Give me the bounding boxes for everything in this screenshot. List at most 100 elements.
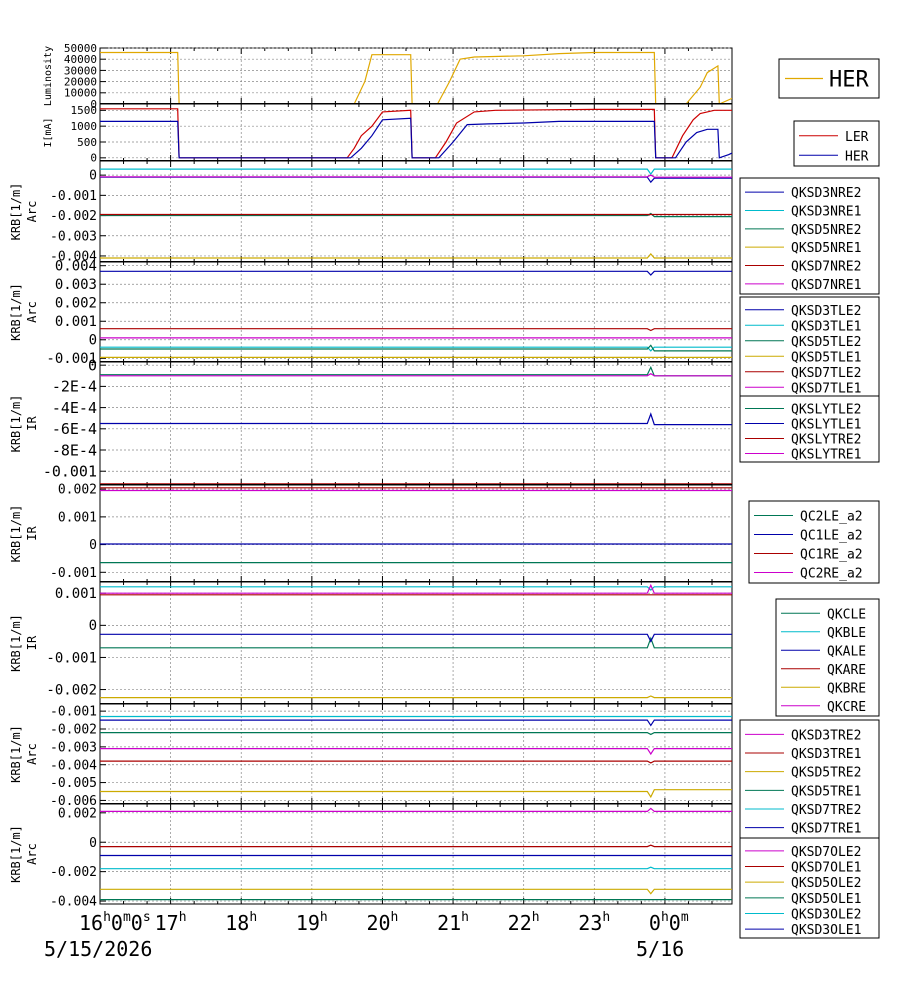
y-tick-label: 1000: [71, 120, 98, 133]
legend-label: QKARE: [827, 663, 866, 678]
y-tick-label: 20000: [64, 75, 97, 88]
y-tick-label: 0.004: [55, 259, 97, 275]
panel-2: 0 -0.001 -0.002 -0.003 -0.004 KRB[1/m] Arc: [9, 160, 733, 264]
series-line-QKSD7NRE1: [100, 174, 732, 178]
panel-6: 0.001 0 -0.001 -0.002 KRB[1/m] IR: [9, 581, 733, 705]
x-tick-hour: 0: [649, 911, 661, 935]
legend-label: QKSD5TRE1: [791, 784, 861, 799]
legend-label: LER: [845, 130, 869, 145]
legend-box: [739, 296, 880, 397]
y-tick-label: 0: [88, 356, 97, 374]
y-tick-label: -4E-4: [52, 399, 97, 417]
y-tick-label: -0.004: [50, 249, 97, 264]
series-line-QKSD5NRE2: [100, 212, 732, 218]
x-tick-hour: 18: [225, 911, 249, 935]
y-axis-label: Luminosity: [43, 46, 54, 106]
legend-label: QKCLE: [827, 607, 866, 622]
y-tick-label: 1500: [71, 104, 98, 117]
y-axis-label-2: IR: [25, 416, 39, 431]
y-tick-label: -0.002: [50, 865, 97, 880]
x-tick-hour: 20: [366, 911, 390, 935]
series-line-QKSD7OLE1: [100, 844, 732, 848]
panel-frame: [99, 581, 733, 705]
legend-label: QKSD7TRE1: [791, 822, 861, 837]
y-tick-label: -2E-4: [52, 378, 97, 396]
legend-label: HER: [845, 149, 869, 164]
y-axis-label-2: IR: [25, 526, 39, 541]
legend-label: QKSD7TRE2: [791, 803, 861, 818]
legend-label: QKSD3OLE1: [791, 923, 861, 938]
series-line-QKSD3OLE2: [100, 866, 732, 870]
legend-label: QKSD3TRE1: [791, 747, 861, 762]
x-tick-hour: 21: [437, 911, 461, 935]
panel-4: 0 -2E-4 -4E-4 -6E-4 -8E-4 -0.001 KRB[1/m] IR: [9, 356, 733, 486]
legend-label: QC2RE_a2: [800, 567, 863, 582]
y-tick-label: -0.001: [46, 650, 97, 666]
y-tick-label: 0.003: [55, 277, 97, 293]
x-tick-label: 21h: [437, 910, 469, 935]
y-tick-label: -0.003: [50, 740, 97, 755]
y-tick-label: -6E-4: [52, 420, 97, 438]
legend-label: QKSD5TLE2: [791, 335, 861, 350]
legend-label: QKSD3NRE1: [791, 205, 861, 220]
x-tick-label: 19h: [296, 910, 328, 935]
y-tick-label: 0: [89, 618, 97, 634]
y-axis-label-2: Arc: [25, 201, 39, 223]
legend-label: QKSLYTLE1: [791, 418, 861, 433]
legend-5: QC2LE_a2 QC1LE_a2 QC1RE_a2 QC2RE_a2: [748, 500, 880, 584]
start-date-label: 5/15/2026: [44, 937, 152, 961]
panel-frame: [99, 484, 733, 583]
legend-label: QKSD3OLE2: [791, 908, 861, 923]
y-tick-label: -0.002: [50, 723, 97, 738]
series-line-QKSD3TLE1: [100, 346, 732, 352]
y-tick-label: -0.001: [43, 462, 97, 480]
x-tick-unit: h: [103, 910, 111, 925]
x-tick-unit: h: [661, 910, 669, 925]
series-line-QKSLYTLE1: [100, 412, 732, 426]
y-tick-label: -0.001: [50, 189, 97, 204]
y-tick-label: 10000: [64, 87, 97, 100]
series-line-QKCRE: [100, 583, 732, 594]
legend-box: [793, 120, 880, 167]
y-tick-label: -0.006: [50, 794, 97, 809]
legend-label: QKSD5OLE2: [791, 876, 861, 891]
legend-box: [775, 598, 880, 717]
y-tick-label: 0: [89, 538, 97, 553]
y-axis-label-2: Arc: [25, 301, 39, 323]
series-line-QKSD3TRE1: [100, 760, 732, 764]
y-axis-label: I[mA]: [43, 117, 54, 147]
y-tick-label: -0.001: [50, 705, 97, 720]
series-line-QKSD5TLE2: [100, 344, 732, 352]
panel-frame: [99, 103, 733, 162]
legend-label: QKSD5OLE1: [791, 892, 861, 907]
legend-label: QKSD7OLE1: [791, 861, 861, 876]
time-axis: 16h0m0s 17h 18h 19h 20h 21h 22h 23h 0h0m5/15/202…: [44, 910, 689, 961]
y-tick-label: 0: [89, 836, 97, 851]
x-tick-suffix: 0: [131, 911, 143, 935]
legend-label: QKALE: [827, 644, 866, 659]
series-line-HER: [100, 117, 732, 159]
panel-5: 0.002 0.001 0 -0.001 KRB[1/m] IR: [9, 483, 733, 583]
y-axis-label: KRB[1/m]: [9, 614, 23, 672]
series-line-QKBLE: [100, 586, 732, 591]
chart-panels: 50000400003000020000100000Luminosity1500…: [9, 42, 733, 910]
x-tick-unit: h: [602, 910, 610, 925]
legend-label: QKSD5TLE1: [791, 350, 861, 365]
series-line-QKSD7OLE2: [100, 807, 732, 813]
y-tick-label: -0.004: [50, 758, 97, 773]
y-tick-label: -0.002: [46, 682, 97, 698]
x-tick-suffix: m: [681, 910, 689, 925]
y-axis-label: KRB[1/m]: [9, 505, 23, 563]
x-tick-suffix: m: [123, 910, 131, 925]
y-tick-label: -0.004: [50, 895, 97, 910]
series-line-QKSD5TRE2: [100, 789, 732, 799]
y-tick-label: -0.002: [50, 209, 97, 224]
x-tick-unit: h: [249, 910, 257, 925]
x-tick-label: 18h: [225, 910, 257, 935]
legend-8: QKSD7OLE2QKSD7OLE1QKSD5OLE2QKSD5OLE1QKSD…: [739, 837, 880, 939]
legend-label: QC2LE_a2: [800, 510, 863, 525]
chart-legends: HERLERHERQKSD3NRE2QKSD3NRE1QKSD5NRE2QKSD…: [739, 58, 880, 939]
y-tick-label: -0.001: [50, 566, 97, 581]
